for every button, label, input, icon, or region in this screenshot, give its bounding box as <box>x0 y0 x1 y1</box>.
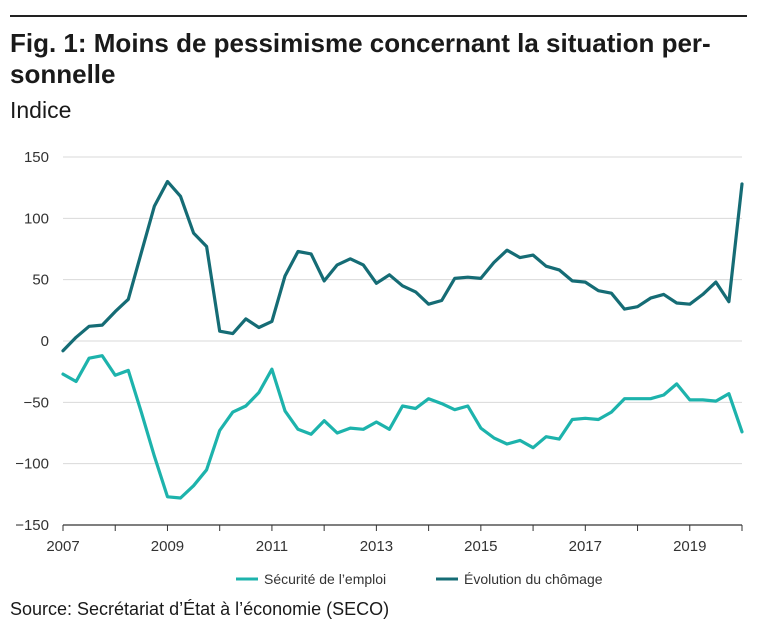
x-tick-label: 2013 <box>360 538 393 555</box>
chart-subtitle: Indice <box>10 97 72 123</box>
legend-label-securite: Sécurité de l’emploi <box>264 571 386 587</box>
x-tick-label: 2009 <box>151 538 184 555</box>
x-tick-labels: 2007 2009 2011 2013 2015 2017 2019 <box>46 538 706 555</box>
y-tick-label: −150 <box>15 517 49 534</box>
source-note: Source: Secrétariat d’État à l’économie … <box>10 599 390 619</box>
line-chart: 150 100 50 0 −50 −100 −150 2007 2009 2011 2013 201… <box>15 149 744 587</box>
series-lines <box>61 179 744 500</box>
y-tick-label: −50 <box>24 394 49 411</box>
legend-label-chomage: Évolution du chômage <box>464 571 603 587</box>
y-tick-labels: 150 100 50 0 −50 −100 −150 <box>15 149 49 534</box>
chart-title-line-2: sonnelle <box>10 59 116 89</box>
legend: Sécurité de l’emploi Évolution du chômag… <box>236 571 603 587</box>
x-tick-label: 2007 <box>46 538 79 555</box>
chart-title-line-1: Fig. 1: Moins de pessimisme concernant l… <box>10 28 711 58</box>
series-line-securite <box>61 354 744 500</box>
y-tick-label: 150 <box>24 149 49 166</box>
series-line-chomage <box>61 179 744 353</box>
x-tick-label: 2019 <box>673 538 706 555</box>
y-tick-label: −100 <box>15 456 49 473</box>
chart-title: Fig. 1: Moins de pessimisme concernant l… <box>10 28 750 90</box>
y-tick-label: 0 <box>41 333 49 350</box>
gridlines <box>63 156 742 526</box>
x-tick-label: 2017 <box>569 538 602 555</box>
y-tick-label: 100 <box>24 210 49 227</box>
top-rule <box>10 15 747 17</box>
x-tick-label: 2015 <box>464 538 497 555</box>
x-tick-label: 2011 <box>256 538 288 555</box>
y-tick-label: 50 <box>32 272 49 289</box>
x-axis <box>62 524 743 531</box>
